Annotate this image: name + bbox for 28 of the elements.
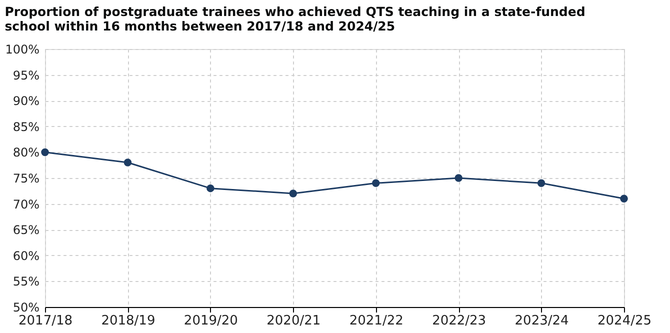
point xyxy=(537,179,546,188)
x-tick-label: 2023/24 xyxy=(514,314,569,328)
y-tick-label: 70% xyxy=(12,197,40,212)
y-tick-label: 55% xyxy=(12,274,40,289)
y-tick-label: 90% xyxy=(12,94,40,108)
y-tick-label: 50% xyxy=(12,300,40,314)
point xyxy=(372,179,380,188)
point xyxy=(454,174,462,182)
y-tick-label: 80% xyxy=(12,146,40,160)
x-tick-label: 2019/20 xyxy=(184,314,238,328)
x-tick-label: 2021/22 xyxy=(349,314,404,328)
y-tick-label: 85% xyxy=(12,120,40,134)
point xyxy=(289,190,298,198)
point xyxy=(41,148,49,156)
point xyxy=(206,184,214,192)
y-tick-label: 65% xyxy=(12,223,40,238)
y-tick-label: 95% xyxy=(12,68,40,82)
x-tick-label: 2020/21 xyxy=(266,314,321,328)
point xyxy=(124,158,132,166)
point xyxy=(620,194,628,203)
x-tick-label: 2024/25 xyxy=(597,314,652,328)
y-tick-label: 100% xyxy=(5,42,40,56)
x-tick-label: 2018/19 xyxy=(101,314,156,328)
chart-title: Proportion of postgraduate trainees who achieved QTS teaching in a state-funded school within 16 months between 2017/18 and 2024/25 xyxy=(4,4,586,34)
y-tick-label: 75% xyxy=(12,172,40,186)
y-tick-label: 60% xyxy=(12,248,40,263)
x-tick-label: 2017/18 xyxy=(18,314,73,328)
x-tick-label: 2022/23 xyxy=(432,314,486,328)
